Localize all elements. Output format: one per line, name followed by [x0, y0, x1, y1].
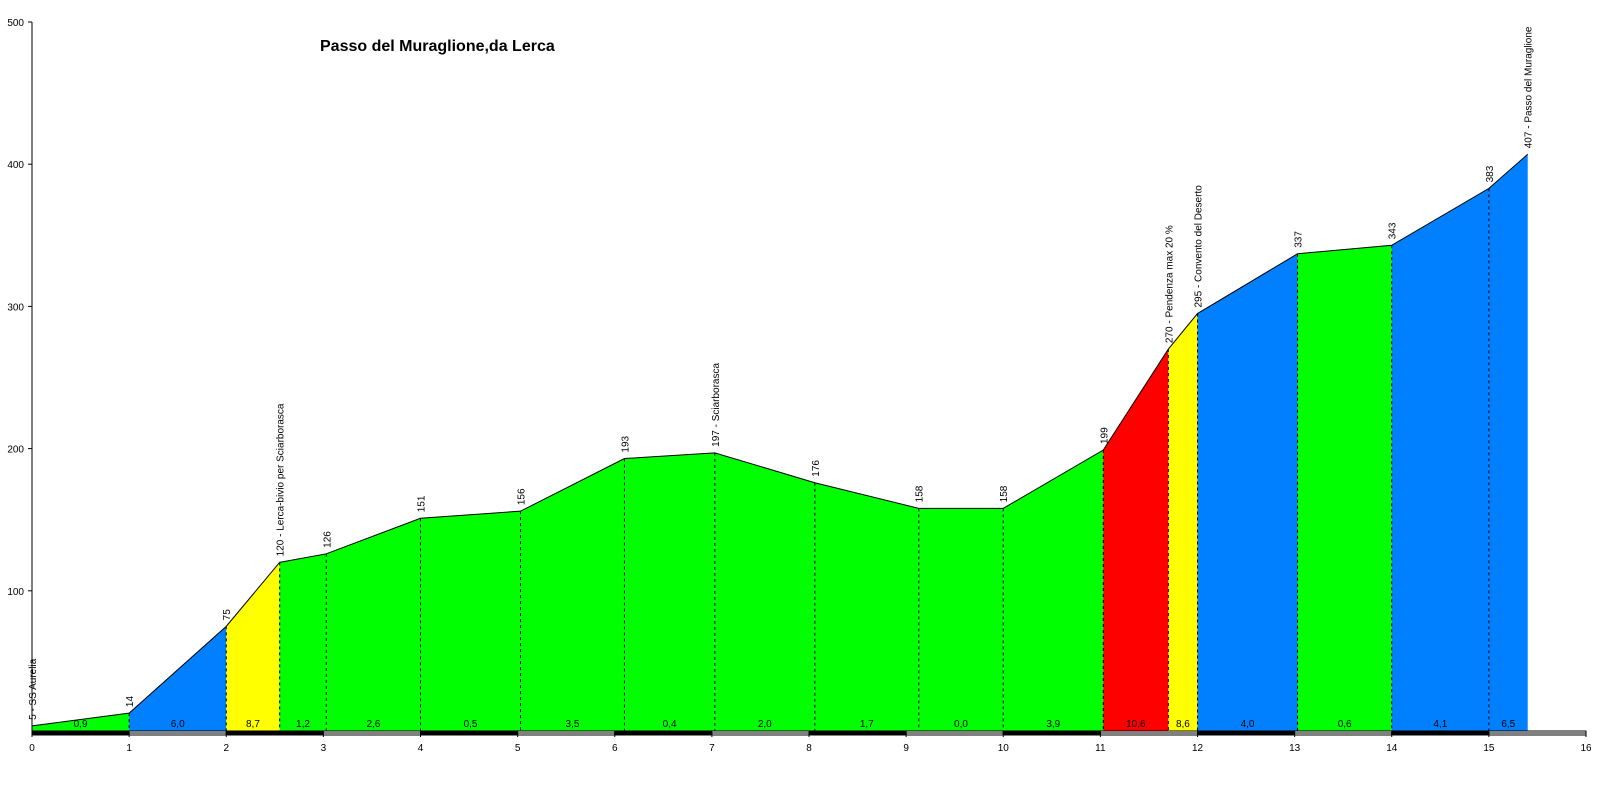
segment-gradient-label: 8,7 — [246, 719, 260, 730]
profile-segment-area — [1103, 349, 1169, 733]
x-tick-label: 12 — [1192, 743, 1204, 754]
x-tick-label: 15 — [1483, 743, 1495, 754]
x-tick-label: 5 — [515, 743, 521, 754]
x-tick-label: 9 — [903, 743, 909, 754]
profile-segment-area — [1003, 450, 1104, 733]
segment-gradient-label: 0,0 — [954, 719, 968, 730]
x-tick-label: 14 — [1386, 743, 1398, 754]
segment-gradient-label: 4,1 — [1433, 719, 1447, 730]
y-tick-label: 100 — [7, 587, 24, 598]
segment-gradient-label: 0,4 — [663, 719, 677, 730]
profile-segment-area — [226, 562, 280, 733]
x-tick-label: 13 — [1289, 743, 1301, 754]
point-elevation-label: 193 — [620, 435, 631, 452]
profile-segment-area — [918, 508, 1004, 733]
profile-segment-area — [1197, 253, 1298, 733]
point-elevation-label: 5 - SS Aurelia — [28, 658, 39, 720]
point-elevation-label: 14 — [125, 696, 136, 708]
segment-gradient-label: 4,0 — [1241, 719, 1255, 730]
segment-gradient-label: 2,6 — [366, 719, 380, 730]
segment-gradient-label: 2,0 — [758, 719, 772, 730]
segment-gradient-label: 0,9 — [74, 719, 88, 730]
profile-outline — [31, 153, 1529, 727]
segment-gradient-label: 3,5 — [566, 719, 580, 730]
x-tick-label: 0 — [29, 743, 35, 754]
point-elevation-label: 199 — [1099, 427, 1110, 444]
point-elevation-label: 120 - Lerca-bivio per Sciarborasca — [276, 403, 287, 556]
profile-segment-area — [814, 482, 919, 733]
x-tick-label: 16 — [1580, 743, 1592, 754]
profile-segment-area — [624, 452, 715, 733]
x-tick-label: 2 — [223, 743, 229, 754]
profile-segment-area — [1391, 188, 1489, 733]
segment-gradient-label: 10,6 — [1126, 719, 1146, 730]
profile-segment-area — [1488, 154, 1528, 734]
chart-title: Passo del Muraglione,da Lerca — [320, 38, 555, 55]
point-elevation-label: 158 — [999, 485, 1010, 502]
x-tick-label: 1 — [126, 743, 132, 754]
segment-gradient-label: 0,5 — [464, 719, 478, 730]
point-elevation-label: 343 — [1388, 222, 1399, 239]
y-tick-label: 500 — [7, 18, 24, 29]
profile-segment-area — [279, 553, 327, 733]
x-tick-label: 3 — [321, 743, 327, 754]
point-elevation-label: 197 - Sciarborasca — [711, 362, 722, 446]
point-elevation-label: 407 - Passo del Muraglione — [1524, 26, 1535, 148]
x-tick-label: 10 — [998, 743, 1010, 754]
point-elevation-label: 126 — [322, 531, 333, 548]
point-elevation-label: 151 — [417, 495, 428, 512]
profile-segment-area — [420, 511, 521, 733]
profile-segment-area — [1297, 245, 1392, 733]
x-tick-label: 11 — [1095, 743, 1106, 754]
y-tick-label: 400 — [7, 160, 24, 171]
x-tick-label: 8 — [806, 743, 812, 754]
point-elevation-label: 75 — [222, 609, 233, 621]
x-tick-label: 6 — [612, 743, 618, 754]
segment-gradient-label: 0,6 — [1338, 719, 1352, 730]
profile-segment-area — [1168, 313, 1198, 733]
point-elevation-label: 156 — [517, 488, 528, 505]
point-elevation-label: 383 — [1485, 165, 1496, 182]
point-elevation-label: 295 - Convento del Deserto — [1194, 185, 1205, 308]
x-tick-label: 7 — [709, 743, 715, 754]
profile-segment-area — [32, 713, 130, 733]
profile-segment-area — [714, 452, 815, 733]
y-tick-label: 200 — [7, 445, 24, 456]
profile-segment-area — [520, 458, 625, 733]
profile-segment-area — [326, 518, 421, 733]
segment-gradient-label: 1,7 — [860, 719, 874, 730]
point-elevation-label: 270 - Pendenza max 20 % — [1164, 225, 1175, 343]
segment-gradient-label: 1,2 — [296, 719, 310, 730]
segment-gradient-label: 3,9 — [1046, 719, 1060, 730]
segment-gradient-label: 8,6 — [1176, 719, 1190, 730]
point-elevation-label: 158 — [915, 485, 926, 502]
x-tick-label: 4 — [418, 743, 424, 754]
profile-segment-area — [129, 626, 227, 733]
segment-gradient-label: 6,0 — [171, 719, 185, 730]
segment-gradient-label: 6,5 — [1501, 719, 1515, 730]
point-elevation-label: 337 — [1294, 231, 1305, 248]
y-tick-label: 300 — [7, 302, 24, 313]
point-elevation-label: 176 — [811, 460, 822, 477]
